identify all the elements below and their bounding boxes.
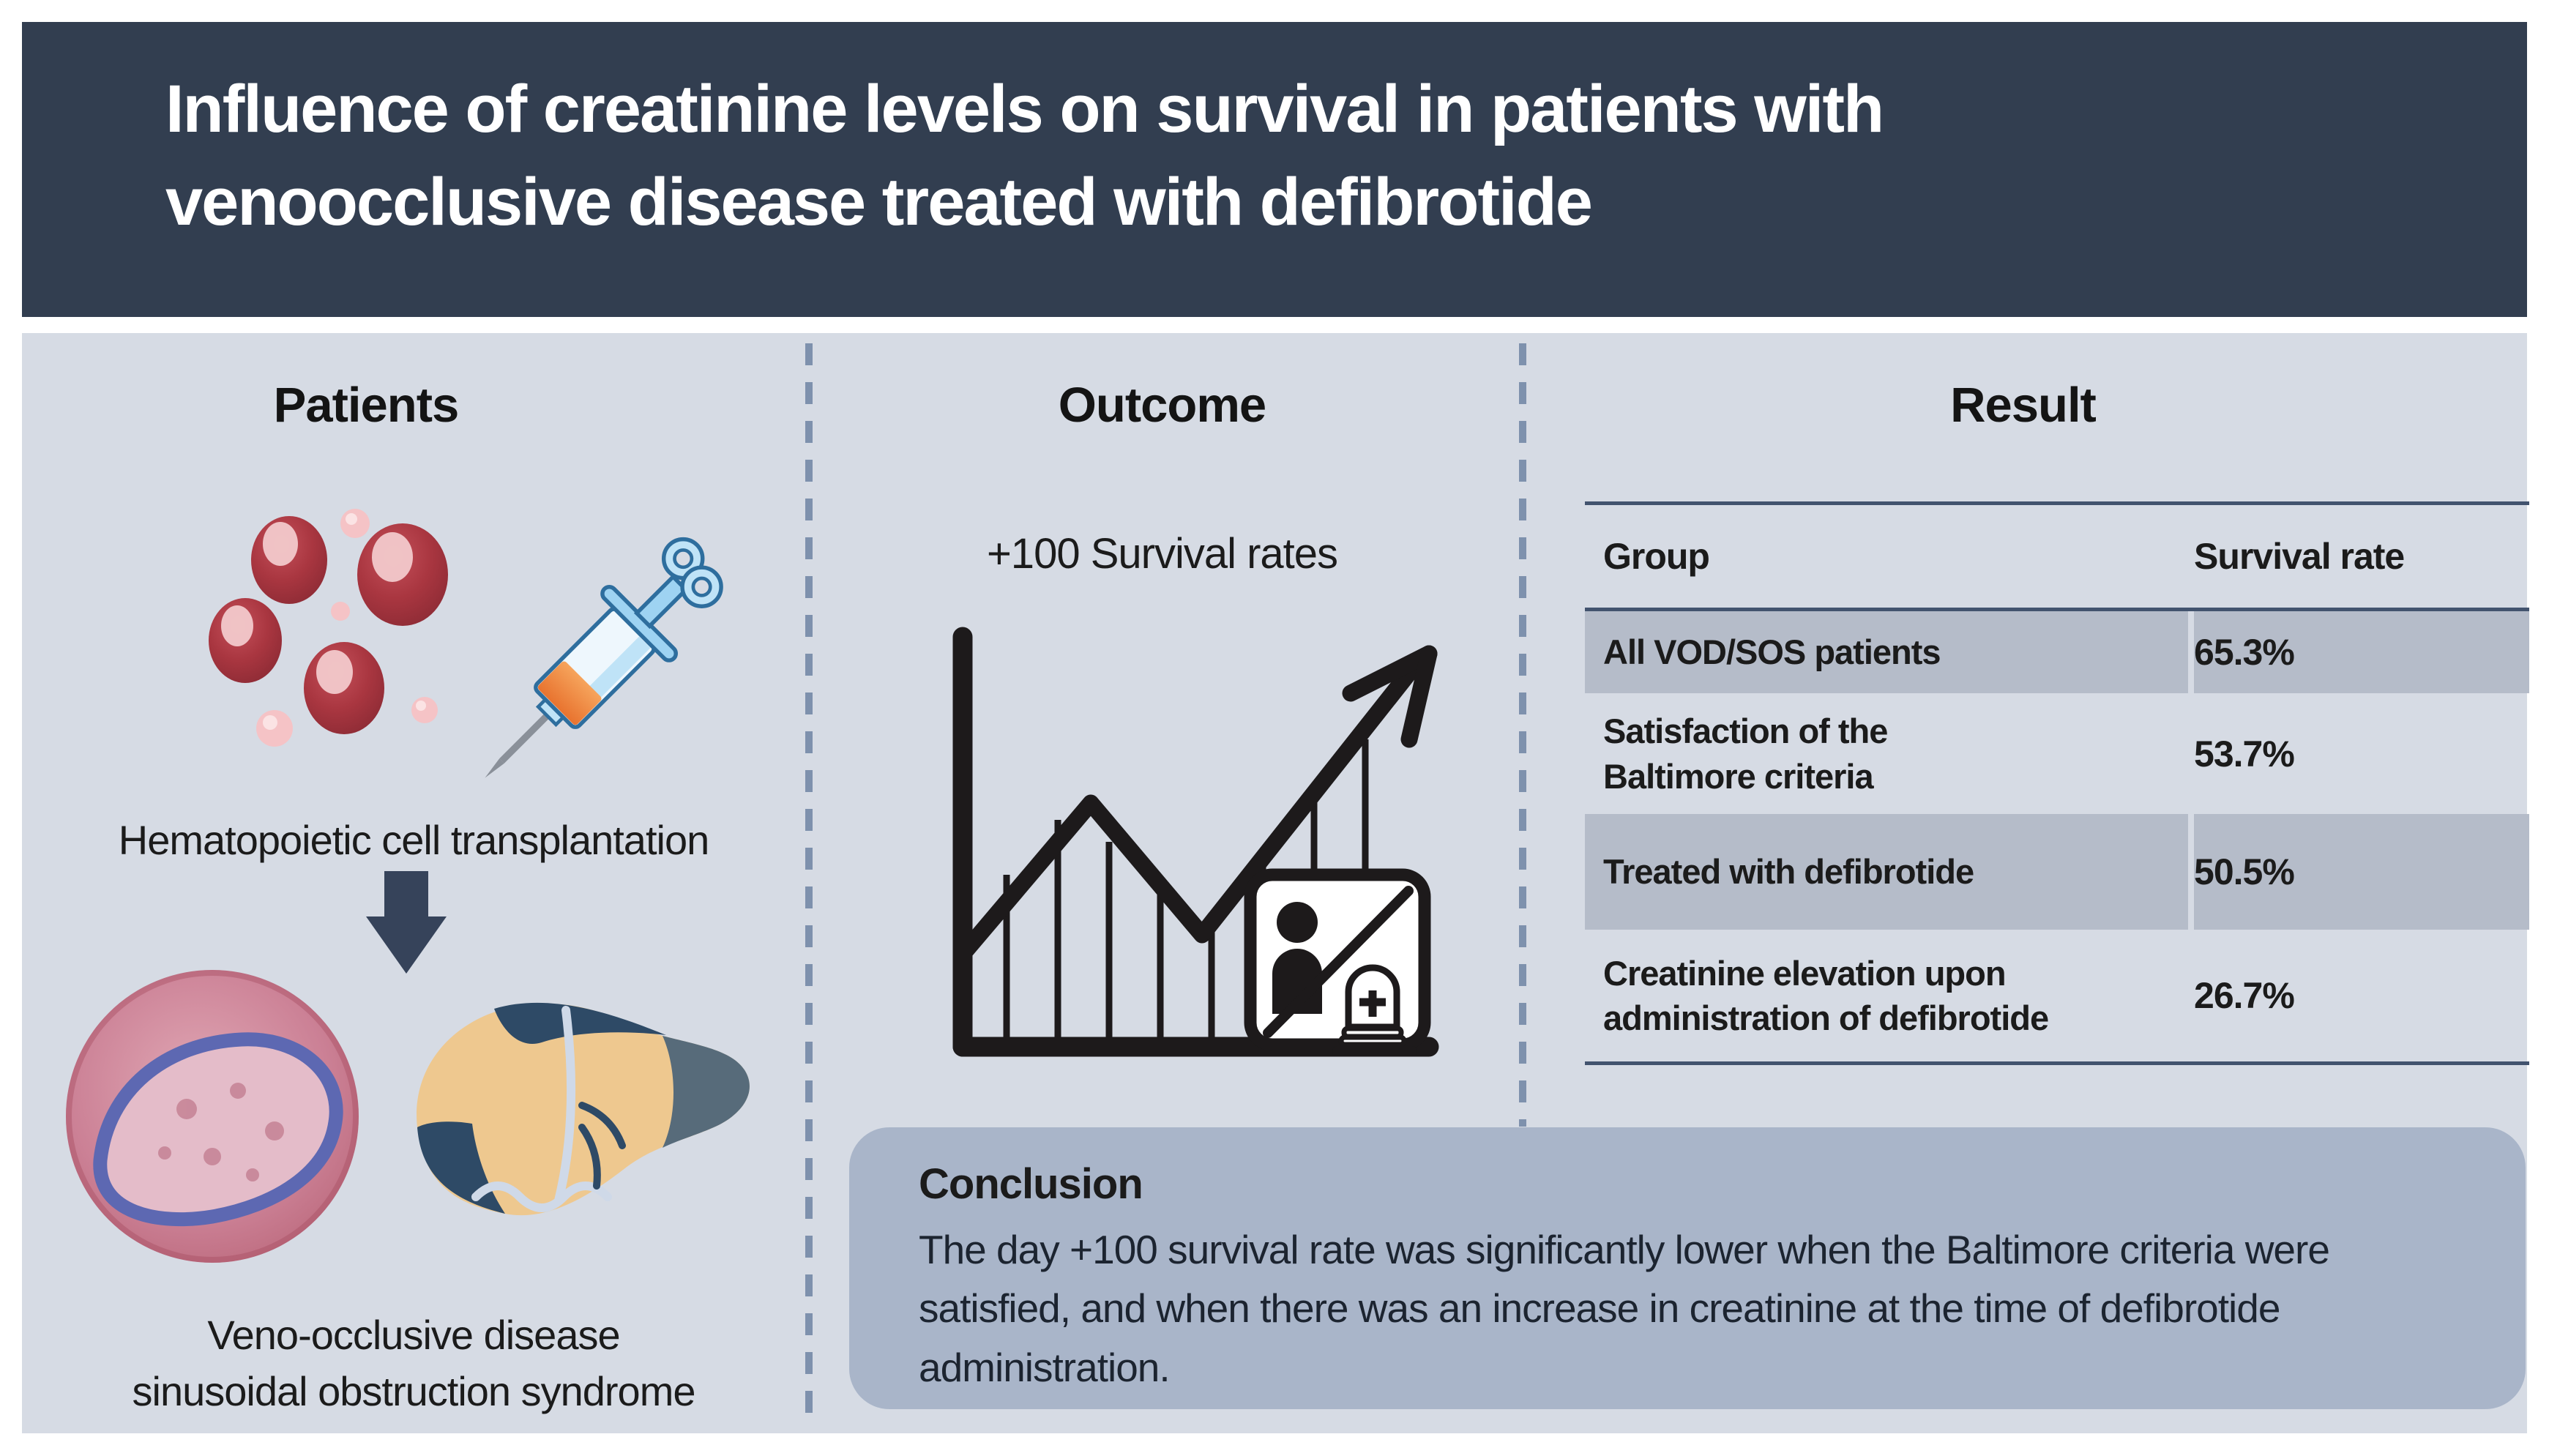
table-bottom-rule	[1585, 1061, 2529, 1065]
table-row: All VOD/SOS patients 65.3%	[1585, 611, 2529, 693]
transplant-caption: Hematopoietic cell transplantation	[118, 817, 709, 863]
down-arrow-icon	[366, 871, 447, 974]
table-header-rule	[1585, 608, 2529, 611]
disease-caption-line2: sinusoidal obstruction syndrome	[132, 1368, 696, 1415]
table-row: Satisfaction of the Baltimore criteria 5…	[1585, 693, 2529, 814]
group-label-line2: Baltimore criteria	[1603, 756, 1874, 796]
table-top-rule	[1585, 501, 2529, 505]
chart-arrowhead	[1342, 645, 1438, 748]
title-bar: Influence of creatinine levels on surviv…	[22, 22, 2527, 317]
conclusion-box: Conclusion The day +100 survival rate wa…	[849, 1127, 2526, 1409]
table-row: Treated with defibrotide 50.5%	[1585, 814, 2529, 930]
survival-rate-value: 65.3%	[2194, 611, 2529, 693]
histology-icon	[66, 970, 359, 1263]
cells-and-syringe-illustration	[209, 509, 723, 778]
result-column-header: Result	[1950, 378, 2097, 433]
liver-icon	[417, 1002, 750, 1216]
survival-rate-value: 26.7%	[2194, 975, 2295, 1016]
syringe-icon	[485, 537, 723, 778]
disease-caption: Veno-occlusive disease sinusoidal obstru…	[22, 1307, 805, 1420]
patients-column-header: Patients	[273, 378, 460, 433]
tombstone-icon	[1332, 964, 1417, 1056]
column-divider-left	[805, 343, 813, 1425]
survival-vs-death-badge	[1244, 868, 1431, 1056]
disease-caption-line1: Veno-occlusive disease	[207, 1312, 620, 1358]
group-label-line2: administration of defibrotide	[1603, 998, 2049, 1037]
conclusion-text: The day +100 survival rate was significa…	[919, 1227, 2330, 1390]
group-label: Creatinine elevation upon	[1603, 953, 2007, 993]
group-column-header: Group	[1603, 535, 1710, 577]
page-title-line1: Influence of creatinine levels on surviv…	[165, 72, 1884, 146]
survival-rate-column-header: Survival rate	[2194, 536, 2405, 577]
disease-illustration	[66, 970, 750, 1263]
syringe-liquid	[537, 661, 602, 725]
outcome-column-header: Outcome	[1058, 378, 1266, 433]
group-label: All VOD/SOS patients	[1603, 632, 1941, 672]
slash-icon	[1263, 886, 1414, 1038]
table-header-row: Group Survival rate	[1585, 505, 2529, 608]
syringe-needle	[499, 706, 557, 764]
person-icon	[1277, 902, 1318, 943]
content-area: Patients	[22, 333, 2529, 1433]
page-title: Influence of creatinine levels on surviv…	[165, 63, 2483, 249]
syringe-plunger	[633, 574, 689, 630]
group-label: Treated with defibrotide	[1603, 852, 1974, 892]
page-title-line2: venoocclusive disease treated with defib…	[165, 164, 1593, 239]
column-divider-right	[1519, 343, 1526, 1127]
table-row: Creatinine elevation upon administration…	[1585, 930, 2529, 1061]
group-label: Satisfaction of the	[1603, 712, 1888, 751]
chart-trend-line	[958, 653, 1427, 957]
survival-rates-label: +100 Survival rates	[986, 530, 1338, 578]
survival-rate-value: 53.7%	[2194, 733, 2295, 774]
conclusion-heading: Conclusion	[919, 1160, 1143, 1208]
blood-cells-icon	[209, 509, 448, 747]
growth-chart-icon	[952, 627, 1439, 1057]
survival-rate-value: 50.5%	[2194, 814, 2529, 930]
results-table: Group Survival rate All VOD/SOS patients…	[1585, 501, 2529, 1065]
